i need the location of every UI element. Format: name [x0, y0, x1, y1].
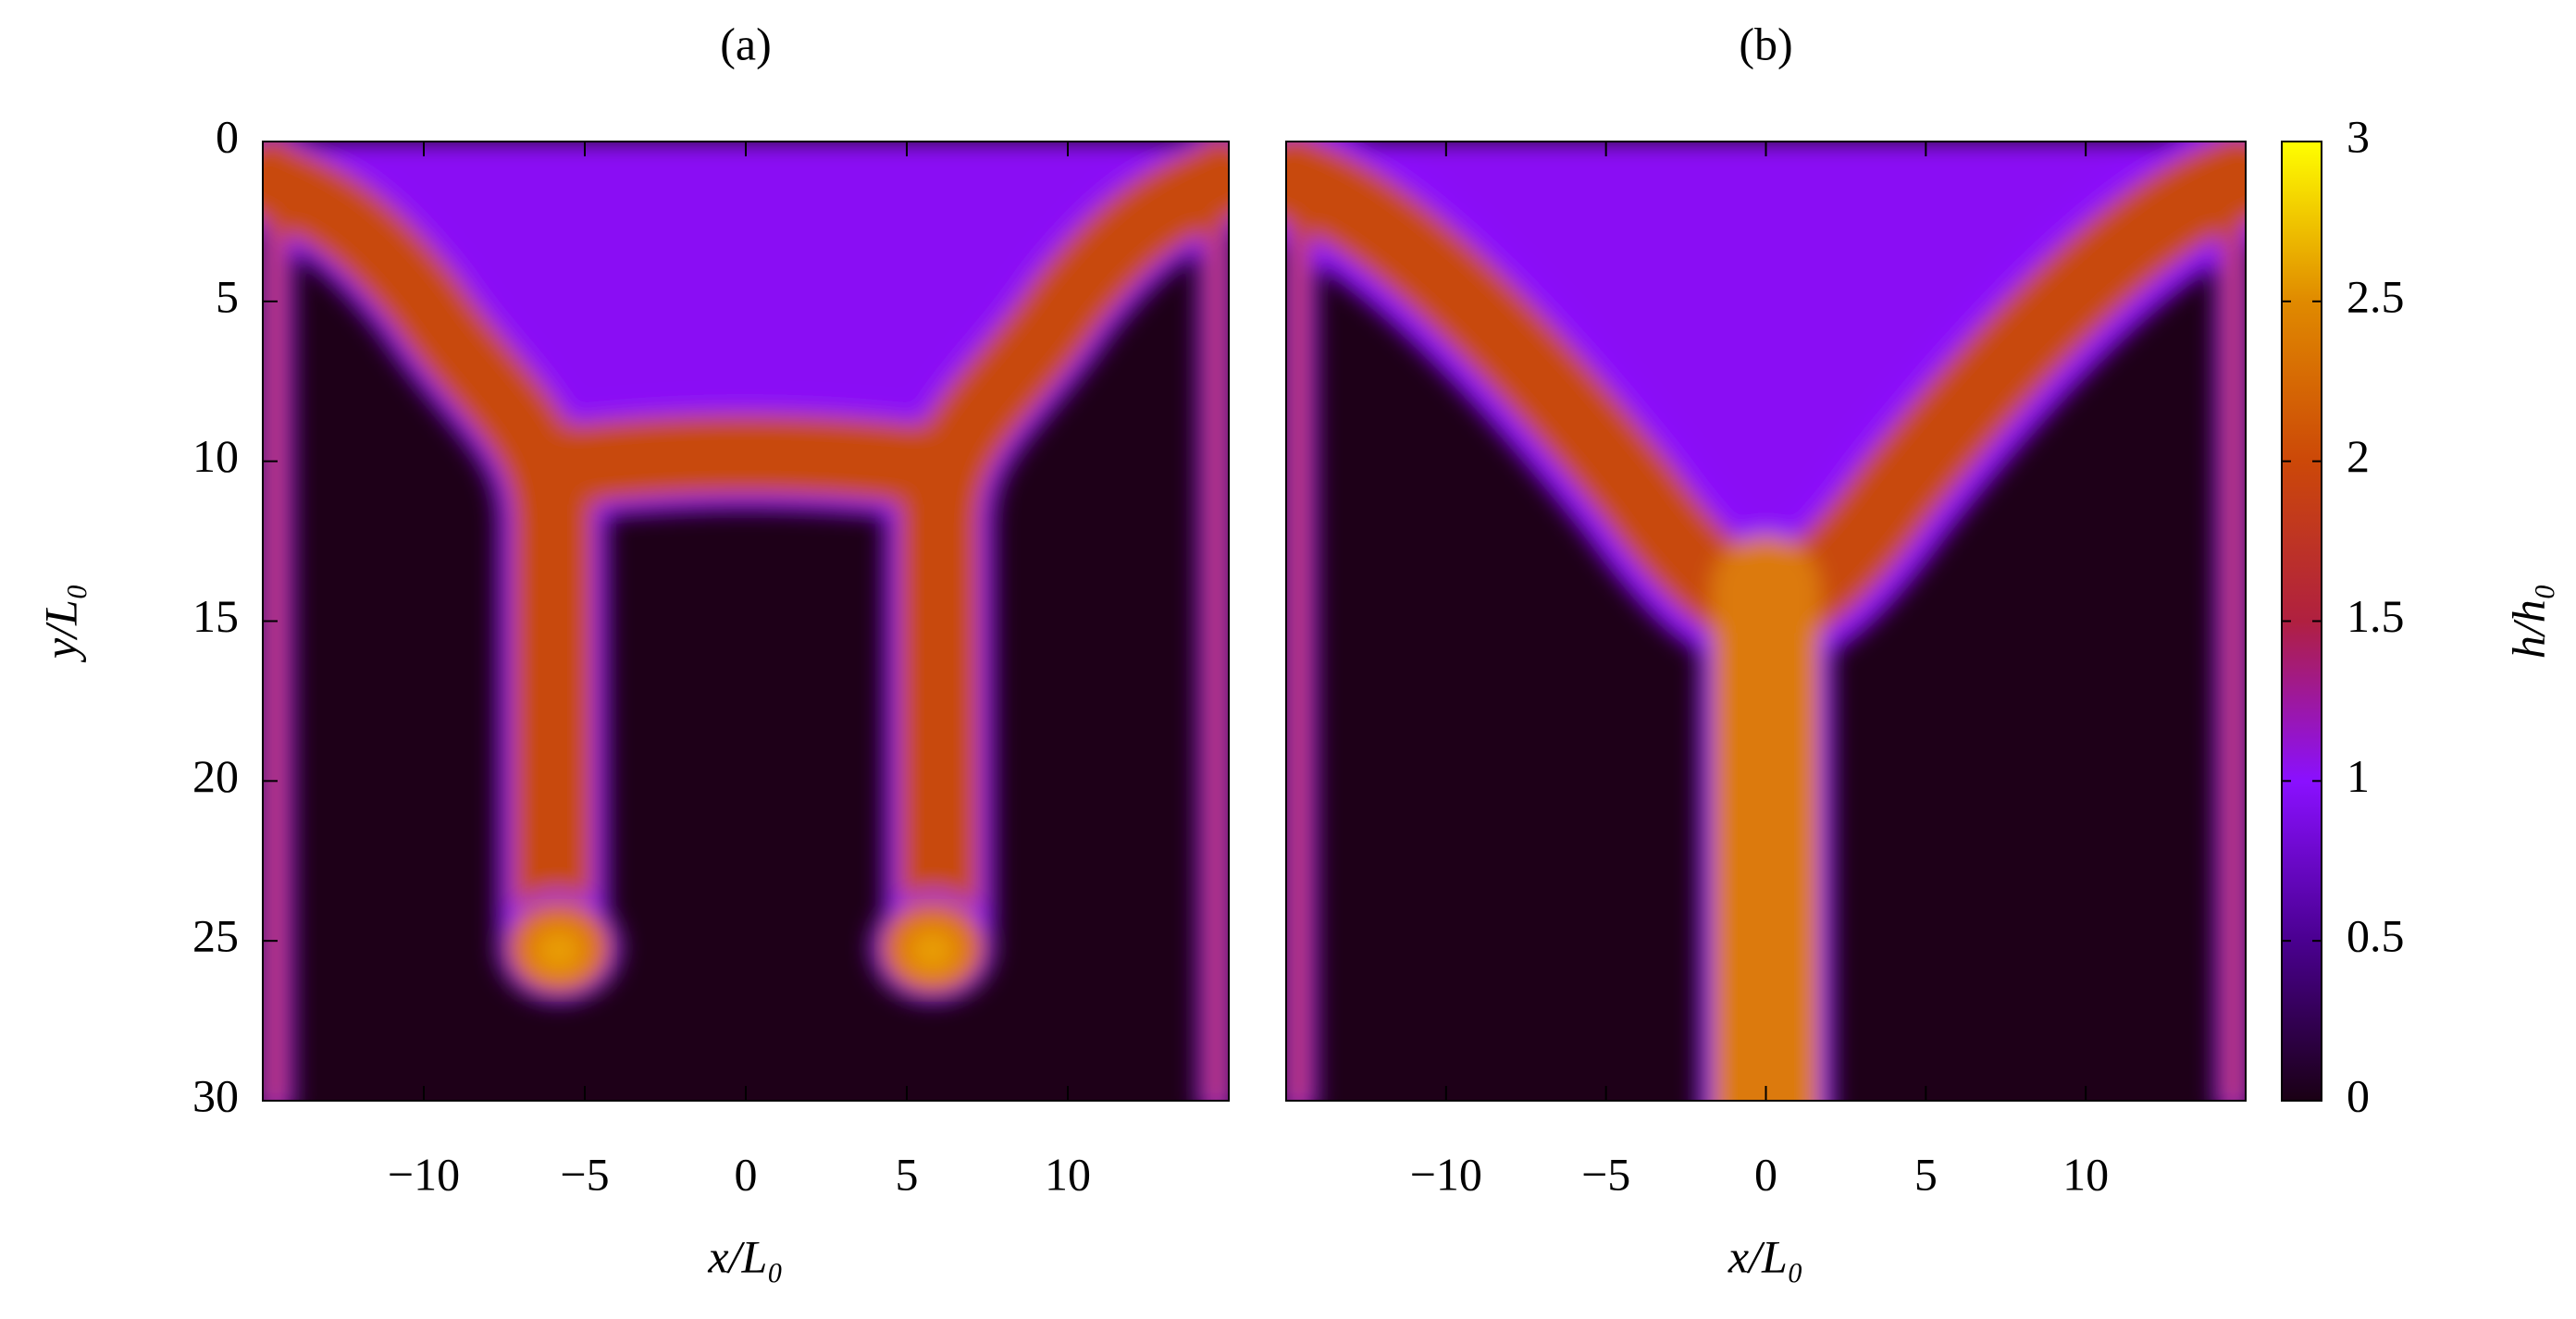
x-axis-label: x/L₀ [1728, 1230, 1803, 1282]
y-tick-label: 30 [192, 1069, 239, 1121]
y-tick-label: 10 [192, 430, 239, 482]
y-tick-label: 0 [216, 110, 239, 162]
x-tick-label: −5 [560, 1148, 609, 1200]
colorbar-tick-label: 1.5 [2347, 590, 2405, 642]
x-tick-label: 10 [2062, 1148, 2109, 1200]
x-tick-label: −5 [1581, 1148, 1630, 1200]
x-tick-label: 10 [1045, 1148, 1091, 1200]
x-tick-label: −10 [388, 1148, 460, 1200]
y-tick-label: 15 [192, 590, 239, 642]
x-axis-label: x/L₀ [707, 1230, 783, 1282]
colorbar-tick-label: 3 [2347, 110, 2370, 162]
y-tick-label: 5 [216, 270, 239, 322]
colorbar-tick-label: 1 [2347, 750, 2370, 802]
x-tick-label: 5 [1914, 1148, 1938, 1200]
y-axis-label: y/L₀ [34, 584, 86, 663]
x-tick-label: 0 [735, 1148, 758, 1200]
x-tick-label: 0 [1754, 1148, 1777, 1200]
x-tick-label: 5 [896, 1148, 919, 1200]
colorbar-tick-label: 2 [2347, 430, 2370, 482]
heatmap-field [1285, 142, 2247, 1102]
x-tick-label: −10 [1410, 1148, 1482, 1200]
colorbar-label: h/h₀ [2502, 584, 2554, 659]
colorbar-tick-label: 0 [2347, 1069, 2370, 1121]
colorbar-tick-label: 0.5 [2347, 910, 2405, 962]
colorbar-tick-label: 2.5 [2347, 270, 2405, 322]
panel-title: (a) [720, 18, 772, 69]
y-tick-label: 20 [192, 750, 239, 802]
panel-title: (b) [1739, 18, 1792, 69]
heatmap-field [263, 142, 1229, 1102]
y-tick-label: 25 [192, 910, 239, 962]
